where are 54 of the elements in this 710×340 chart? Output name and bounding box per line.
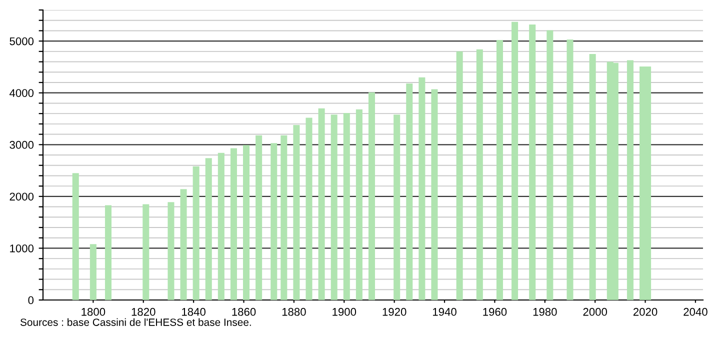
bar — [406, 84, 413, 300]
bar — [205, 158, 212, 300]
x-tick-label: 1920 — [382, 308, 406, 316]
x-tick-label: 1900 — [332, 308, 356, 316]
bar — [256, 135, 262, 300]
y-tick-label: 3000 — [10, 140, 34, 149]
x-tick-label: 1940 — [433, 308, 456, 316]
x-tick-label: 1880 — [282, 308, 306, 316]
bar — [90, 244, 96, 300]
bar — [330, 114, 338, 300]
x-tick-label: 1800 — [82, 308, 106, 316]
x-tick-label: 1980 — [533, 308, 557, 316]
y-tick-label: 4000 — [10, 89, 34, 97]
bar — [343, 113, 350, 300]
bar — [356, 109, 362, 300]
bar — [142, 204, 150, 300]
bar — [418, 77, 426, 300]
y-tick-label: 0 — [28, 296, 34, 304]
bar — [72, 173, 79, 300]
x-tick-label: 1820 — [132, 308, 156, 316]
x-tick-label: 1840 — [182, 308, 206, 316]
bar — [566, 40, 574, 300]
bar — [512, 22, 518, 300]
y-tick-label: 2000 — [10, 192, 34, 201]
bar — [168, 202, 174, 300]
bar — [192, 166, 200, 300]
bar — [270, 143, 278, 300]
x-tick-label: 2020 — [633, 308, 658, 316]
source-note: Sources : base Cassini de l'EHESS et base Insee. — [20, 318, 251, 326]
bar — [280, 135, 288, 300]
bar — [431, 89, 438, 300]
bar — [180, 189, 187, 300]
bar — [626, 60, 634, 300]
x-tick-label: 1860 — [232, 308, 256, 316]
bar — [476, 49, 483, 300]
x-tick-label: 1960 — [483, 308, 507, 316]
bar — [546, 30, 554, 300]
bar — [529, 24, 536, 300]
bar — [230, 148, 237, 300]
y-tick-label: 1000 — [10, 244, 34, 252]
bar — [306, 118, 312, 300]
bar — [368, 92, 376, 300]
y-tick-label: 5000 — [10, 37, 34, 46]
bar — [293, 124, 300, 300]
x-tick-label: 2040 — [684, 308, 708, 316]
bar — [456, 51, 463, 300]
bar — [589, 54, 596, 300]
x-tick-label: 2000 — [583, 308, 608, 316]
bar — [496, 40, 503, 300]
bar — [394, 114, 400, 300]
bar — [318, 108, 325, 300]
bar — [104, 205, 112, 300]
bar — [243, 145, 250, 300]
bar — [218, 152, 224, 300]
